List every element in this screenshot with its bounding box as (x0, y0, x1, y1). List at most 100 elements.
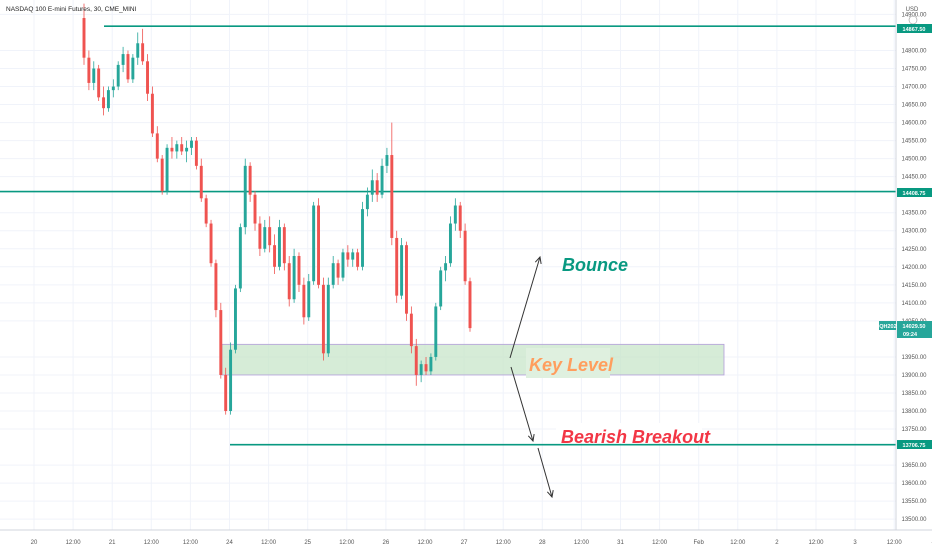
time-tick-label: 21 (109, 540, 116, 546)
candle (175, 140, 179, 159)
candle (287, 255, 291, 307)
candle (341, 248, 345, 282)
candle (136, 32, 140, 65)
candle-body (424, 364, 428, 372)
candle (356, 248, 360, 271)
time-tick-label: 12:00 (261, 540, 277, 546)
time-tick-label: 12:00 (66, 540, 82, 546)
candle (87, 50, 91, 91)
candle (448, 216, 452, 267)
candle (97, 64, 101, 101)
candle (131, 54, 135, 83)
level-mid-value: 14408.75 (903, 191, 926, 197)
candle-body (150, 93, 154, 134)
candle-body (282, 227, 286, 264)
bounce-label: Bounce (562, 255, 628, 275)
candle-body (190, 140, 193, 148)
candle (302, 277, 306, 325)
candle (277, 219, 281, 271)
candle-body (463, 230, 467, 282)
breakdown-arrow (510, 366, 535, 443)
price-tick-label: 14350.00 (901, 211, 927, 217)
time-axis[interactable]: 20 12:00 21 12:00 12:00 24 12:00 25 12:00 26 12:00… (31, 540, 932, 546)
price-tick-label: 14300.00 (901, 229, 927, 235)
continuation-arrow (537, 447, 554, 499)
candle (273, 234, 277, 275)
bounce-arrow-shaft (509, 256, 541, 359)
time-tick-label: 12:00 (652, 540, 668, 546)
candle-body (356, 252, 360, 267)
candle (439, 266, 443, 311)
candle (297, 252, 301, 293)
level-top-badge: 14867.50 (897, 24, 932, 33)
candle (219, 302, 223, 379)
candle-body (121, 54, 125, 65)
level-mid-badge: 14408.75 (897, 188, 932, 197)
time-tick-label: 24 (226, 540, 233, 546)
candle-body (253, 194, 257, 224)
price-tick-label: 14600.00 (901, 121, 927, 127)
candle (160, 155, 164, 195)
candle (126, 50, 130, 83)
time-tick-label: 12:00 (417, 540, 433, 546)
time-tick-label: 12:00 (808, 540, 824, 546)
candle-body (92, 68, 96, 83)
candle (317, 198, 320, 289)
candle-body (131, 57, 135, 80)
candle-body (346, 252, 350, 260)
last-price-countdown: 09:24 (903, 332, 918, 338)
time-tick-label: 27 (461, 540, 468, 546)
candle (253, 191, 257, 231)
candle (282, 223, 286, 271)
candle (380, 158, 384, 199)
candle (229, 342, 233, 415)
candle-body (312, 205, 316, 282)
candle-body (146, 61, 149, 94)
horizontal-levels[interactable] (0, 25, 896, 446)
candle-body (297, 255, 301, 285)
candle (190, 137, 193, 156)
candle-body (341, 252, 345, 278)
candle (141, 28, 145, 65)
price-tick-label: 13800.00 (901, 409, 927, 415)
candle-body (307, 281, 311, 318)
candle-body (87, 57, 91, 83)
candle (92, 61, 96, 91)
candle (453, 198, 457, 231)
candle-body (429, 356, 433, 372)
candle (375, 173, 379, 202)
candle-body (458, 205, 462, 231)
candle-body (336, 263, 340, 278)
candle-body (444, 263, 448, 271)
price-tick-label: 13900.00 (901, 373, 927, 379)
time-tick-label: 12:00 (339, 540, 355, 546)
candle (312, 201, 316, 285)
candle-body (194, 140, 198, 166)
candle (336, 259, 340, 285)
candle-body (268, 227, 272, 246)
price-tick-label: 13550.00 (901, 499, 927, 505)
candle (444, 255, 448, 282)
level-low-value: 13706.75 (903, 443, 926, 449)
candle (204, 194, 208, 228)
candle-body (234, 288, 237, 350)
candle (458, 201, 462, 238)
candle-body (141, 43, 145, 62)
key-level-label-bg (526, 348, 610, 378)
price-tick-label: 14750.00 (901, 67, 927, 73)
price-tick-label: 14100.00 (901, 301, 927, 307)
time-tick-label: 28 (539, 540, 546, 546)
candle-body (165, 147, 169, 192)
price-tick-label: 14200.00 (901, 265, 927, 271)
candle-body (390, 155, 394, 238)
candle-body (97, 68, 101, 98)
candle (214, 259, 218, 318)
currency-label: USD (906, 7, 919, 13)
candle (321, 277, 325, 361)
candle (224, 367, 228, 415)
candle (351, 248, 355, 267)
price-tick-label: 14500.00 (901, 157, 927, 163)
candle-body (180, 144, 184, 152)
candle-body (351, 252, 355, 260)
